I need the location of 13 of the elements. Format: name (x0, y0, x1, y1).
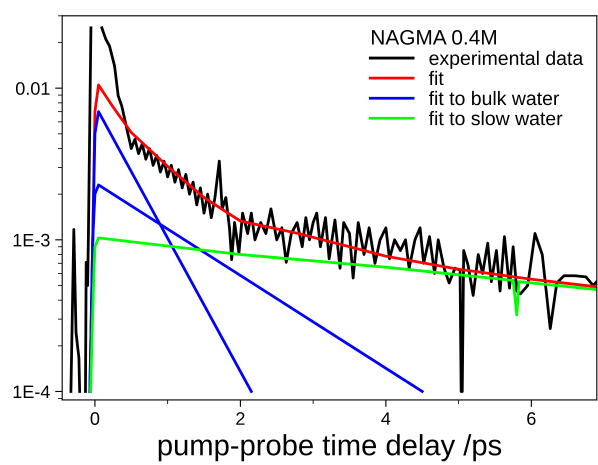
x-tick-label: 0 (90, 412, 100, 425)
x-tick-label: 4 (381, 412, 390, 425)
legend-label: fit (428, 70, 444, 86)
y-tick-label: 1E-4 (14, 386, 50, 398)
x-tick-label: 2 (236, 412, 245, 425)
legend-label: fit to slow water (428, 110, 562, 126)
legend-label: experimental data (429, 50, 584, 69)
legend-label: fit to bulk water (428, 90, 560, 106)
legend-title: NAGMA 0.4M (372, 30, 496, 45)
x-axis-title: pump-probe time delay /ps (158, 434, 502, 462)
x-tick-label: 6 (527, 412, 536, 425)
y-tick-label: 0.01 (16, 82, 50, 95)
y-tick-label: 1E-3 (14, 234, 50, 247)
